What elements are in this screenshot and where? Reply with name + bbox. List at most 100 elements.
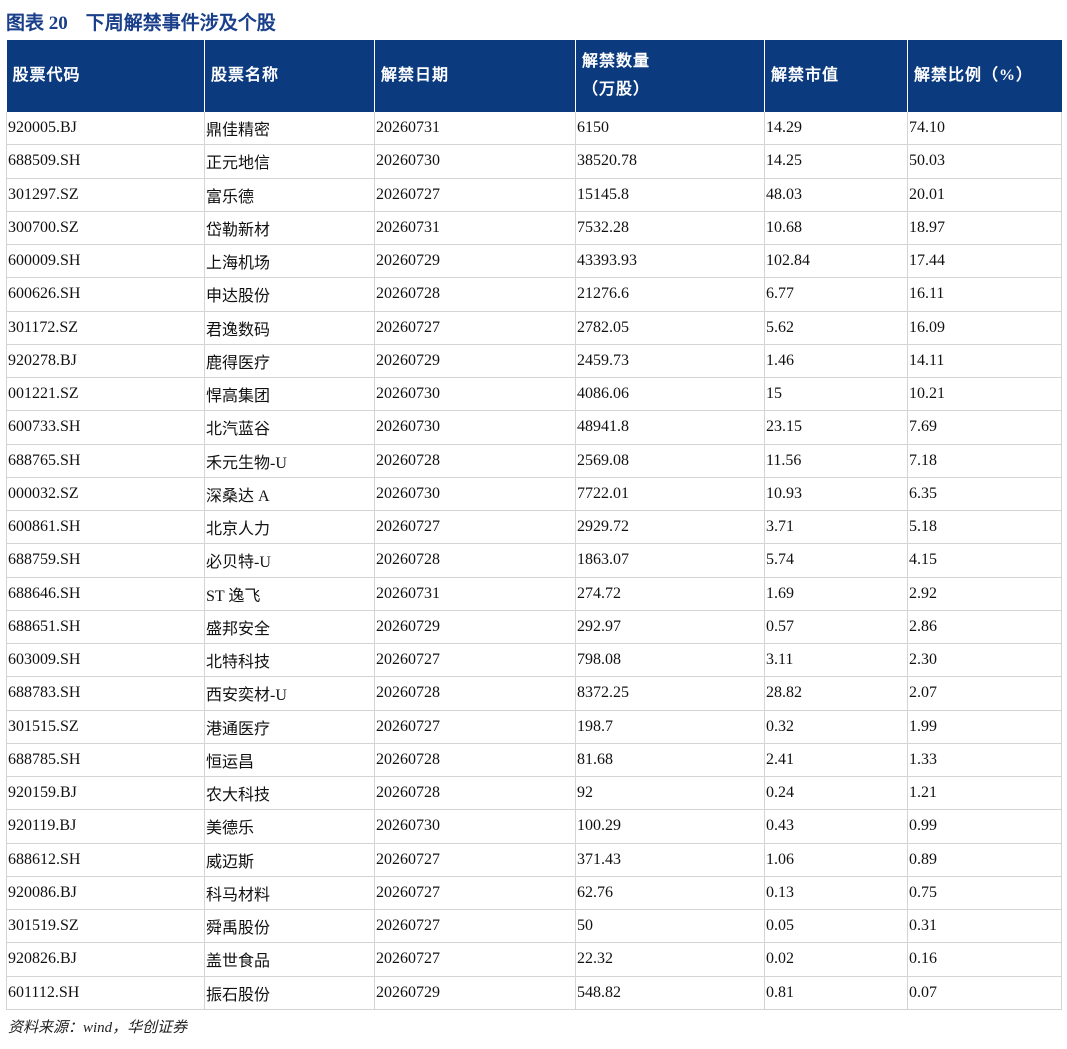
table-cell: 0.75 xyxy=(907,876,1062,911)
table-cell: 7532.28 xyxy=(575,211,765,246)
table-cell: 920159.BJ xyxy=(6,776,205,811)
table-cell: 920278.BJ xyxy=(6,344,205,379)
table-cell: 美德乐 xyxy=(204,809,375,844)
table-cell: 6.35 xyxy=(907,477,1062,512)
table-cell: 北汽蓝谷 xyxy=(204,410,375,445)
table-row: 600733.SH 北汽蓝谷 20260730 48941.8 23.15 7.69 xyxy=(6,410,1062,445)
table-cell: 振石股份 xyxy=(204,976,375,1010)
table-cell: 1.69 xyxy=(764,577,908,611)
table-row: 688509.SH 正元地信 20260730 38520.78 14.25 50.03 xyxy=(6,144,1062,179)
table-cell: 600626.SH xyxy=(6,277,205,312)
table-row: 920086.BJ 科马材料 20260727 62.76 0.13 0.75 xyxy=(6,876,1062,911)
table-cell: 0.81 xyxy=(764,976,908,1010)
table-cell: 正元地信 xyxy=(204,144,375,179)
table-cell: 1.99 xyxy=(907,710,1062,744)
table-cell: 2.41 xyxy=(764,743,908,778)
table-cell: 301519.SZ xyxy=(6,909,205,944)
table-cell: 20260730 xyxy=(374,809,576,844)
table-cell: 14.29 xyxy=(764,112,908,146)
table-row: 920826.BJ 盖世食品 20260727 22.32 0.02 0.16 xyxy=(6,942,1062,977)
table-row: 301519.SZ 舜禹股份 20260727 50 0.05 0.31 xyxy=(6,909,1062,944)
source-note: 资料来源：wind，华创证券 xyxy=(8,1020,188,1036)
table-cell: 81.68 xyxy=(575,743,765,778)
table-cell: 17.44 xyxy=(907,244,1062,279)
table-cell: 18.97 xyxy=(907,211,1062,246)
table-cell: 7722.01 xyxy=(575,477,765,512)
table-row: 688765.SH 禾元生物-U 20260728 2569.08 11.56 7.18 xyxy=(6,444,1062,478)
table-cell: 7.69 xyxy=(907,410,1062,445)
table-cell: 688765.SH xyxy=(6,444,205,478)
table-cell: 798.08 xyxy=(575,643,765,678)
table-cell: 0.05 xyxy=(764,909,908,944)
table-cell: 北特科技 xyxy=(204,643,375,678)
table-cell: 20260727 xyxy=(374,909,576,944)
table-cell: 禾元生物-U xyxy=(204,444,375,478)
table-cell: 23.15 xyxy=(764,410,908,445)
table-cell: 2.86 xyxy=(907,610,1062,645)
table-cell: 20260730 xyxy=(374,144,576,179)
table-cell: 14.11 xyxy=(907,344,1062,379)
table-cell: 198.7 xyxy=(575,710,765,744)
table-cell: 301172.SZ xyxy=(6,311,205,345)
table-cell: 必贝特-U xyxy=(204,543,375,578)
table-row: 688759.SH 必贝特-U 20260728 1863.07 5.74 4.15 xyxy=(6,543,1062,578)
table-cell: 20260728 xyxy=(374,776,576,811)
table-cell: 371.43 xyxy=(575,843,765,877)
column-header: 解禁市值 xyxy=(764,40,908,112)
table-cell: 20260730 xyxy=(374,377,576,412)
table-cell: 0.99 xyxy=(907,809,1062,844)
table-cell: 20260728 xyxy=(374,444,576,478)
table-row: 920159.BJ 农大科技 20260728 92 0.24 1.21 xyxy=(6,776,1062,811)
table-cell: 君逸数码 xyxy=(204,311,375,345)
table-cell: 20260729 xyxy=(374,976,576,1010)
table-cell: 22.32 xyxy=(575,942,765,977)
figure-label: 图表 20 xyxy=(6,13,68,34)
table-cell: 7.18 xyxy=(907,444,1062,478)
table-cell: 920005.BJ xyxy=(6,112,205,146)
table-cell: 4.15 xyxy=(907,543,1062,578)
table-cell: 2569.08 xyxy=(575,444,765,478)
table-row: 920278.BJ 鹿得医疗 20260729 2459.73 1.46 14.11 xyxy=(6,344,1062,379)
table-cell: 603009.SH xyxy=(6,643,205,678)
unlock-table: 股票代码 股票名称 解禁日期 解禁数量 （万股） 解禁市值 解禁比例（%） 920005.… xyxy=(6,40,1062,1010)
table-cell: 10.93 xyxy=(764,477,908,512)
table-cell: 20260727 xyxy=(374,510,576,545)
table-cell: 600009.SH xyxy=(6,244,205,279)
table-row: 920005.BJ 鼎佳精密 20260731 6150 14.29 74.10 xyxy=(6,112,1062,146)
table-cell: 43393.93 xyxy=(575,244,765,279)
table-cell: 0.24 xyxy=(764,776,908,811)
table-cell: 688651.SH xyxy=(6,610,205,645)
table-cell: 20260729 xyxy=(374,344,576,379)
table-cell: 601112.SH xyxy=(6,976,205,1010)
table-cell: 000032.SZ xyxy=(6,477,205,512)
table-cell: 8372.25 xyxy=(575,676,765,711)
column-header: 解禁日期 xyxy=(374,40,576,112)
table-cell: 20260727 xyxy=(374,178,576,212)
table-row: 301297.SZ 富乐德 20260727 15145.8 48.03 20.01 xyxy=(6,178,1062,212)
table-row: 688646.SH ST 逸飞 20260731 274.72 1.69 2.92 xyxy=(6,577,1062,611)
table-cell: 鹿得医疗 xyxy=(204,344,375,379)
table-cell: 74.10 xyxy=(907,112,1062,146)
table-row: 300700.SZ 岱勒新材 20260731 7532.28 10.68 18.97 xyxy=(6,211,1062,246)
table-row: 920119.BJ 美德乐 20260730 100.29 0.43 0.99 xyxy=(6,809,1062,844)
column-header: 股票名称 xyxy=(204,40,375,112)
table-cell: 20.01 xyxy=(907,178,1062,212)
table-cell: 92 xyxy=(575,776,765,811)
table-cell: 悍高集团 xyxy=(204,377,375,412)
table-cell: 600861.SH xyxy=(6,510,205,545)
table-row: 600861.SH 北京人力 20260727 2929.72 3.71 5.18 xyxy=(6,510,1062,545)
table-cell: 20260729 xyxy=(374,244,576,279)
table-row: 600009.SH 上海机场 20260729 43393.93 102.84 17.44 xyxy=(6,244,1062,279)
table-cell: 0.89 xyxy=(907,843,1062,877)
table-row: 603009.SH 北特科技 20260727 798.08 3.11 2.30 xyxy=(6,643,1062,678)
table-cell: 292.97 xyxy=(575,610,765,645)
figure-title: 图表 20 下周解禁事件涉及个股 xyxy=(6,8,294,35)
table-row: 688783.SH 西安奕材-U 20260728 8372.25 28.82 2.07 xyxy=(6,676,1062,711)
table-cell: 11.56 xyxy=(764,444,908,478)
table-cell: 20260727 xyxy=(374,843,576,877)
table-cell: 舜禹股份 xyxy=(204,909,375,944)
table-cell: 0.32 xyxy=(764,710,908,744)
table-cell: 20260727 xyxy=(374,876,576,911)
table-cell: 岱勒新材 xyxy=(204,211,375,246)
